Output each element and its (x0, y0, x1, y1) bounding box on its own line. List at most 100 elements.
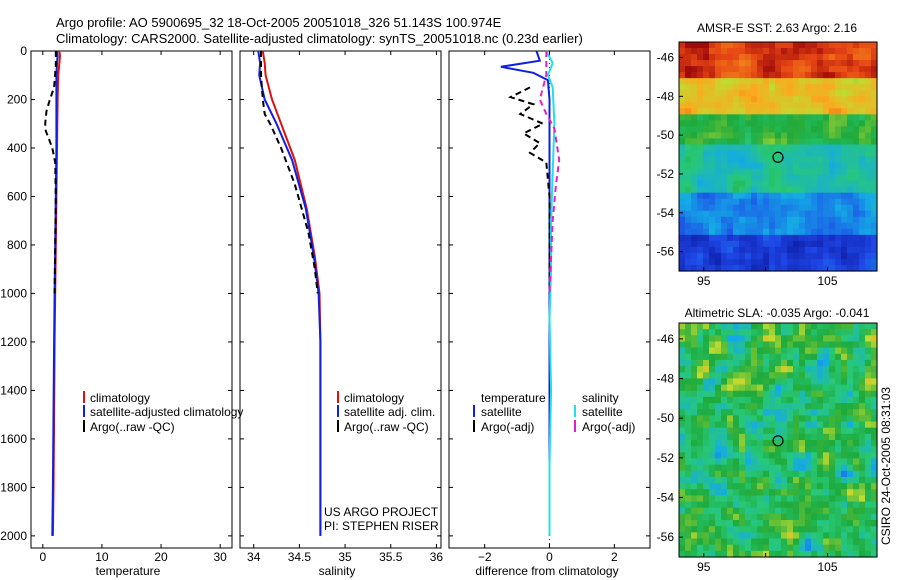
sla_map-cell (799, 415, 806, 423)
sst_map-cell (685, 162, 692, 170)
sst_map-cell (691, 102, 698, 109)
sst_map-cell (715, 252, 722, 260)
sla_map-cell (787, 427, 794, 435)
sla_map-cell (715, 378, 722, 386)
sst_map-cell (679, 210, 686, 218)
sla_map-cell (727, 526, 734, 533)
sla_map-cell (757, 452, 764, 460)
sst_map-cell (709, 144, 716, 152)
sla_map-cell (781, 495, 788, 503)
sst_map-cell (865, 174, 872, 182)
sla_map-cell (835, 458, 842, 466)
sla_map-cell (685, 526, 692, 533)
sst_map-cell (697, 252, 704, 260)
sla_map-cell (763, 335, 770, 343)
sst_map-cell (853, 258, 860, 266)
sst_map-cell (721, 228, 728, 236)
sst_map-cell (805, 180, 812, 188)
sst_map-cell (871, 162, 878, 170)
sla_map-cell (781, 335, 788, 343)
sst_map-cell (685, 138, 692, 146)
sla_map-cell (769, 470, 776, 478)
sst_map-cell (829, 42, 836, 49)
sla_map-cell (703, 323, 710, 330)
sla_map-cell (847, 550, 854, 558)
sst_map-cell (721, 144, 728, 152)
sla_map-cell (679, 378, 686, 386)
sst_map-cell (763, 210, 770, 218)
sst_map-cell (829, 240, 836, 248)
sst_map-cell (805, 228, 812, 236)
sst_map-cell (805, 246, 812, 254)
sst_map-cell (715, 192, 722, 200)
sst_map-cell (679, 60, 686, 67)
sst_map-cell (835, 234, 842, 242)
sla_map-cell (745, 353, 752, 361)
sla_map-cell (763, 538, 770, 546)
sla_map-cell (853, 495, 860, 503)
sst_map-cell (787, 90, 794, 97)
sla_map-cell (745, 538, 752, 546)
sst_map-cell (697, 180, 704, 188)
sst_map-cell (829, 198, 836, 206)
sla_map-cell (691, 421, 698, 429)
sst_map-cell (859, 132, 866, 140)
sst_map-cell (733, 144, 740, 152)
sla_map-cell (751, 396, 758, 404)
sst_map-cell (733, 90, 740, 97)
sla_map-cell (703, 538, 710, 546)
sst_map-ytick-label: -54 (657, 206, 675, 220)
sst_map-cell (871, 60, 878, 67)
sla_map-cell (703, 452, 710, 460)
sst_map-cell (691, 162, 698, 170)
sst_map-cell (787, 246, 794, 254)
sla_map-cell (823, 396, 830, 404)
sst_map-cell (787, 264, 794, 272)
sla_map-cell (841, 409, 848, 416)
sst_map-cell (871, 204, 878, 212)
sla_map-cell (733, 483, 740, 490)
sla_map-cell (715, 476, 722, 484)
sla_map-cell (835, 378, 842, 386)
sst_map-cell (817, 144, 824, 152)
sst_map-cell (721, 108, 728, 115)
sla_map-cell (715, 507, 722, 515)
sla_map-cell (847, 415, 854, 423)
sla_map-cell (775, 520, 782, 527)
sst_map-cell (853, 186, 860, 194)
sst_map-cell (697, 198, 704, 206)
sst_map-cell (745, 192, 752, 200)
sla_map-cell (703, 507, 710, 515)
sst_map-cell (691, 108, 698, 115)
sst_map-cell (751, 72, 758, 79)
sst_map-cell (847, 186, 854, 194)
sst_map-cell (853, 252, 860, 260)
sla_map-cell (823, 359, 830, 367)
sst_map-cell (787, 78, 794, 85)
sst_map-cell (769, 186, 776, 194)
sst_map-cell (835, 216, 842, 224)
sla_map-cell (841, 366, 848, 373)
sla_map-cell (757, 353, 764, 361)
sla_map-cell (715, 323, 722, 330)
sla_map-cell (781, 433, 788, 441)
sla_map-cell (817, 440, 824, 447)
sla_map-cell (805, 384, 812, 392)
sst_map-cell (781, 60, 788, 67)
sst_map-cell (745, 66, 752, 73)
sla_map-cell (739, 538, 746, 546)
sst_map-cell (751, 126, 758, 133)
sst_map-cell (841, 102, 848, 109)
sst_map-cell (769, 138, 776, 146)
sst_map-cell (757, 192, 764, 200)
sla_map-cell (835, 489, 842, 497)
sst_map-cell (679, 180, 686, 188)
sla_map-cell (691, 347, 698, 355)
sst_map-cell (715, 228, 722, 236)
sla_map-cell (703, 520, 710, 527)
sst_map-cell (709, 66, 716, 73)
sst_map-cell (679, 240, 686, 248)
sla_map-cell (733, 476, 740, 484)
sst_map-cell (829, 258, 836, 266)
sla_map-cell (805, 353, 812, 361)
